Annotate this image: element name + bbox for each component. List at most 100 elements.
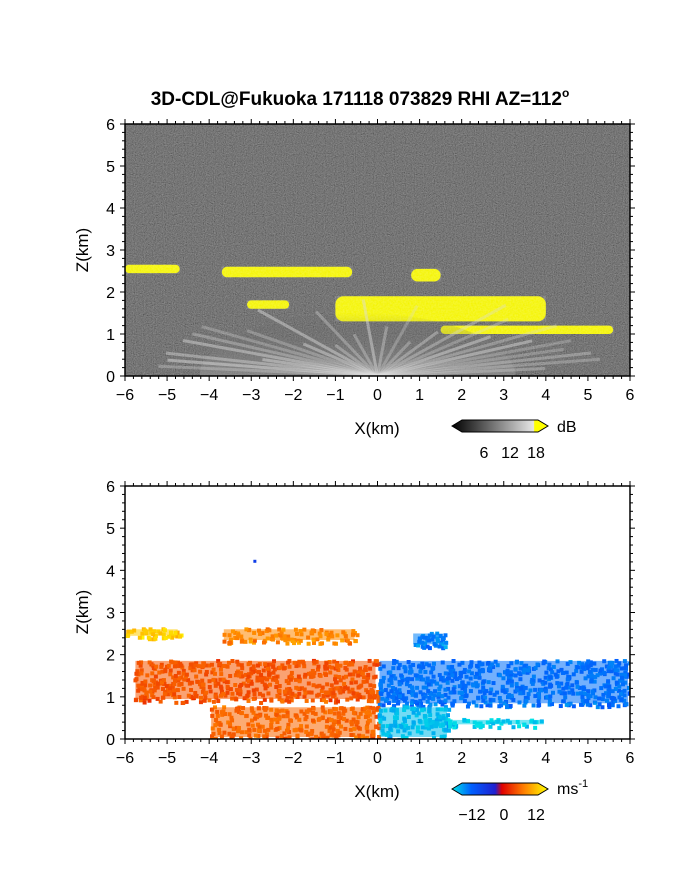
velocity-cell <box>616 704 621 709</box>
clutter-ray <box>334 343 379 376</box>
velocity-cell <box>345 638 350 643</box>
x-tick-label: 1 <box>415 387 424 404</box>
velocity-cell <box>428 702 433 707</box>
velocity-cell <box>533 725 538 730</box>
velocity-cell <box>522 722 527 727</box>
clutter-ray <box>377 347 565 376</box>
velocity-cell <box>488 724 493 729</box>
velocity-cell <box>198 700 203 705</box>
feature-near-field-clutter <box>158 299 601 376</box>
velocity-cell <box>229 736 234 739</box>
clutter-ray <box>165 351 378 376</box>
velocity-fill <box>379 660 628 704</box>
y-tick-label: 6 <box>106 479 115 496</box>
velocity-cell <box>141 697 146 702</box>
velocity-cell <box>377 721 382 726</box>
velocity-cell <box>147 698 152 703</box>
y-tick-label: 5 <box>106 521 115 538</box>
velocity-cell <box>283 638 288 643</box>
x-axis-label: X(km) <box>354 782 399 801</box>
velocity-cell <box>476 723 481 728</box>
y-tick-label: 5 <box>106 159 115 176</box>
velocity-cell <box>504 705 509 710</box>
feature-isolated-point <box>253 559 257 563</box>
velocity-cell <box>277 697 282 702</box>
x-tick-label: −6 <box>116 387 134 404</box>
colorbar-strip <box>451 782 549 796</box>
velocity-cell <box>282 736 287 739</box>
clutter-ray <box>377 324 557 376</box>
velocity-cell <box>374 662 379 667</box>
y-tick-label: 3 <box>106 606 115 623</box>
feature-upper-layer-mid <box>221 266 353 278</box>
velocity-cell <box>184 699 189 704</box>
velocity-cell <box>439 642 444 647</box>
velocity-cell <box>404 735 409 739</box>
velocity-cell <box>142 700 147 705</box>
clutter-ray <box>182 339 378 376</box>
velocity-cell <box>558 704 563 709</box>
velocity-cell <box>246 698 251 703</box>
velocity-cell <box>174 700 179 705</box>
velocity-cell <box>140 635 145 640</box>
velocity-cell <box>365 735 370 739</box>
velocity-fill <box>223 629 355 641</box>
y-tick-label: 0 <box>106 369 115 386</box>
clutter-ray <box>262 358 378 376</box>
velocity-cell <box>597 702 602 707</box>
velocity-cell <box>275 735 280 739</box>
velocity-cell <box>376 699 381 704</box>
clutter-ray <box>158 364 378 376</box>
colorbar-tick: 12 <box>527 807 545 824</box>
x-tick-label: 0 <box>373 750 382 767</box>
y-tick-label: 2 <box>106 285 115 302</box>
velocity-cell <box>243 639 248 644</box>
colorbar-reflectivity: dB 6 12 18 <box>451 419 577 462</box>
echo-texture <box>221 266 353 278</box>
velocity-cell <box>547 702 552 707</box>
velocity-cell <box>522 703 527 708</box>
velocity-cell <box>466 701 471 706</box>
x-tick-label: −5 <box>158 387 176 404</box>
feature-right-mid-layer <box>377 658 630 710</box>
clutter-ray <box>376 326 389 376</box>
velocity-cell <box>355 697 360 702</box>
velocity-fill <box>211 707 376 737</box>
velocity-cell <box>508 703 513 708</box>
velocity-cell <box>285 641 290 646</box>
velocity-cell <box>588 703 593 708</box>
velocity-cell <box>419 704 424 709</box>
velocity-cell <box>413 642 418 647</box>
x-tick-label: −3 <box>242 387 260 404</box>
velocity-cell <box>448 724 453 729</box>
velocity-cell <box>402 737 407 739</box>
velocity-cell <box>571 704 576 709</box>
velocity-cell <box>287 699 292 704</box>
velocity-cell <box>239 639 244 644</box>
velocity-cell <box>502 701 507 706</box>
feature-near-surface <box>209 705 382 739</box>
velocity-cell <box>202 698 207 703</box>
velocity-cell <box>262 697 267 702</box>
feature-upper-layer-mid <box>222 627 360 646</box>
velocity-cell <box>581 701 586 706</box>
clutter-ray <box>377 339 572 376</box>
velocity-cell <box>328 698 333 703</box>
velocity-cell <box>211 699 216 704</box>
velocity-cell <box>374 725 379 730</box>
velocity-cell <box>354 735 359 739</box>
velocity-cell <box>420 644 425 649</box>
colorbar-strip <box>451 419 549 433</box>
velocity-cell <box>427 646 432 651</box>
velocity-cell <box>437 644 442 649</box>
x-tick-label: 4 <box>541 750 550 767</box>
echo-texture <box>247 300 290 309</box>
clutter-ray <box>192 332 378 376</box>
velocity-cell <box>418 701 423 706</box>
velocity-cell <box>443 705 448 710</box>
y-tick-label: 1 <box>106 690 115 707</box>
velocity-cell <box>287 735 292 739</box>
x-tick-label: −6 <box>116 750 134 767</box>
velocity-cell <box>421 704 426 709</box>
